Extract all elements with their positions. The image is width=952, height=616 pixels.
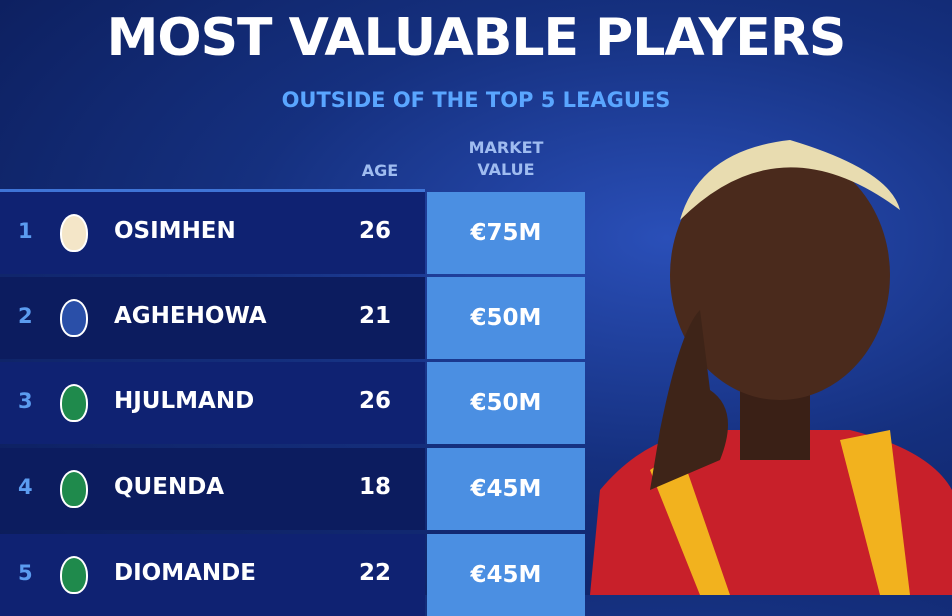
player-name: HJULMAND [114,388,255,414]
player-name: DIOMANDE [114,560,256,586]
sporting-crest-icon [60,556,88,594]
rank: 4 [18,475,33,499]
rank: 2 [18,304,33,328]
table-row: 3 HJULMAND 26 €50M [0,362,586,444]
rank: 5 [18,561,33,585]
table-top-divider [0,189,425,192]
rank: 3 [18,389,33,413]
porto-crest-icon [60,299,88,337]
table-row: 2 AGHEHOWA 21 €50M [0,277,586,359]
player-name: AGHEHOWA [114,303,267,329]
table-row: 4 QUENDA 18 €45M [0,448,586,530]
market-value: €75M [427,192,585,274]
market-value-header-line1: MARKET [468,138,544,157]
player-name: OSIMHEN [114,218,236,244]
market-value: €50M [427,277,585,359]
player-name: QUENDA [114,474,225,500]
page-title: MOST VALUABLE PLAYERS [106,8,847,68]
table-row: 5 DIOMANDE 22 €45M [0,534,586,616]
table-row: 1 OSIMHEN 26 €75M [0,192,586,274]
player-age: 26 [358,218,391,244]
sporting-crest-icon [60,384,88,422]
sporting-crest-icon [60,470,88,508]
market-value: €45M [427,534,585,616]
galatasaray-crest-icon [60,214,88,252]
player-age: 21 [358,303,391,329]
rank: 1 [18,219,33,243]
market-value: €45M [427,448,585,530]
player-age: 22 [358,560,391,586]
market-value: €50M [427,362,585,444]
market-value-header-line2: VALUE [477,160,535,179]
player-age: 26 [358,388,391,414]
age-header: AGE [361,161,399,180]
market-value-header: MARKET VALUE [427,137,585,181]
player-age: 18 [358,474,391,500]
player-photo [590,140,952,595]
page-subtitle: OUTSIDE OF THE TOP 5 LEAGUES [281,88,671,112]
